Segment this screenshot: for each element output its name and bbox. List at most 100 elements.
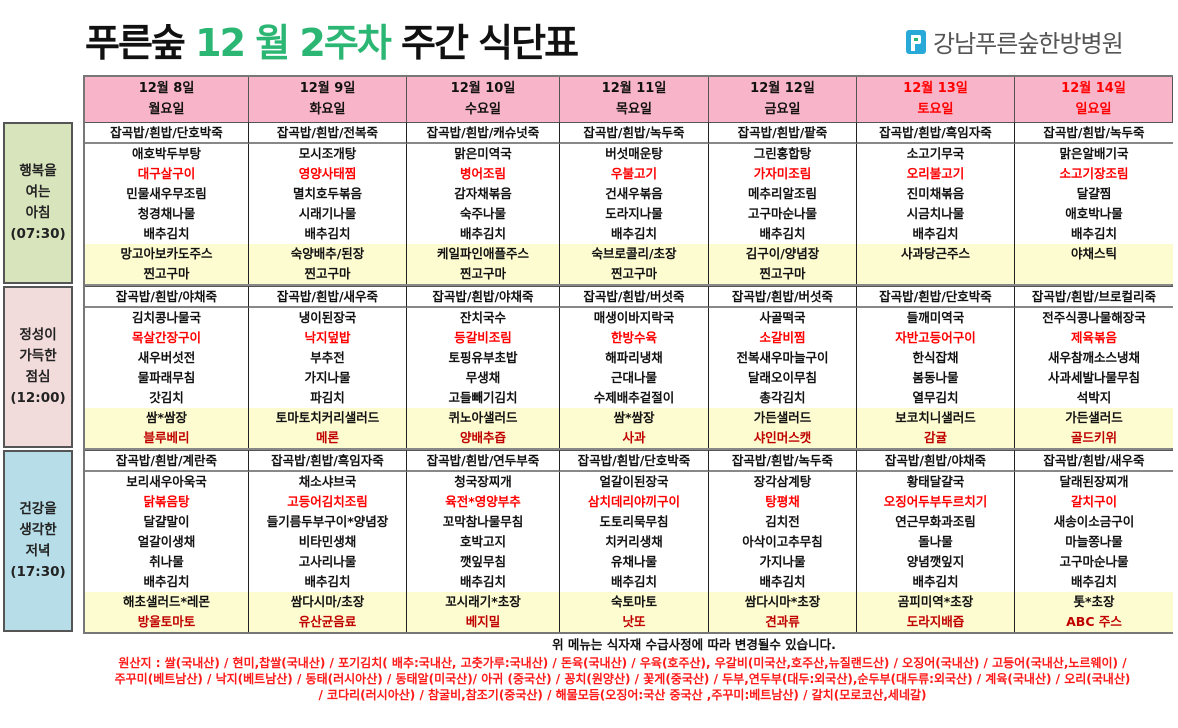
menu-item: 매생이바지락국 bbox=[593, 310, 675, 325]
main-dishes-cell: 냉이된장국 낙지덮밥 부추전 가지나물 파김치 bbox=[249, 308, 407, 408]
menu-item: 무생채 bbox=[465, 370, 501, 385]
snack-item: 케일파인애플주스 bbox=[436, 246, 529, 261]
day-weekday: 월요일 bbox=[148, 102, 185, 117]
origin-line: 주꾸미(베트남산) / 낙지(베트남산) / 동태(러시아산) / 동태알(미국… bbox=[114, 672, 1131, 686]
porridge-cell: 잡곡밥/흰밥/버섯죽 bbox=[560, 286, 709, 308]
snack-item: 사과 bbox=[622, 430, 646, 445]
meal-label: 정성이 가득한 점심 (12:00) bbox=[3, 286, 73, 448]
day-weekday: 토요일 bbox=[917, 102, 954, 117]
snack-row: 망고아보카도주스 찐고구마 숙양배추/된장 찐고구마 케일파인애플주스 찐고구마 숙브로콜리… bbox=[85, 244, 1173, 286]
menu-item: 새우버섯전 bbox=[137, 350, 196, 365]
meal-label-line: (07:30) bbox=[10, 226, 66, 242]
main-dishes-cell: 보리새우아욱국 닭볶음탕 달걀말이 얼갈이생채 취나물 배추김치 bbox=[85, 472, 249, 592]
menu-item: 꼬막참나물무침 bbox=[442, 514, 524, 529]
menu-item: 장각삼계탕 bbox=[753, 474, 812, 489]
snack-cell: 숙양배추/된장 찐고구마 bbox=[249, 244, 407, 284]
snack-item: 쌈*쌈장 bbox=[145, 410, 188, 425]
menu-item: 애호박두부탕 bbox=[131, 146, 201, 161]
main-dishes-cell: 장각삼계탕 탕평채 김치전 아삭이고추무침 가지나물 배추김치 bbox=[709, 472, 857, 592]
day-date: 12월 10일 bbox=[450, 81, 516, 96]
menu-item: 취나물 bbox=[149, 554, 184, 569]
day-weekday: 금요일 bbox=[764, 102, 801, 117]
porridge-cell: 잡곡밥/흰밥/단호박죽 bbox=[560, 450, 709, 472]
meal-label: 건강을 생각한 저녁 (17:30) bbox=[3, 450, 73, 632]
day-date: 12월 13일 bbox=[903, 81, 968, 96]
snack-item: 찐고구마 bbox=[459, 266, 506, 281]
menu-item: 고구마순나물 bbox=[747, 206, 817, 221]
menu-item: 김치콩나물국 bbox=[131, 310, 201, 325]
menu-item: 소고기장조림 bbox=[1059, 166, 1129, 181]
menu-item: 비타민생채 bbox=[298, 534, 357, 549]
main-dishes-cell: 애호박두부탕 대구살구이 민물새우무조림 청경채나물 배추김치 bbox=[85, 144, 249, 244]
porridge-cell: 잡곡밥/흰밥/새우죽 bbox=[249, 286, 407, 308]
meal-label-text: 정성이 가득한 점심 (12:00) bbox=[10, 325, 65, 409]
menu-item: 닭볶음탕 bbox=[143, 494, 190, 509]
meal-label-line: 아침 bbox=[25, 205, 51, 221]
snack-item: 견과류 bbox=[765, 614, 800, 629]
logo-text: 강남푸른숲한방병원 bbox=[933, 30, 1124, 58]
main-dishes-cell: 김치콩나물국 목살간장구이 새우버섯전 물파래무침 갓김치 bbox=[85, 308, 249, 408]
snack-cell: 보코치니샐러드 감귤 bbox=[857, 408, 1015, 448]
day-header: 12월 14일 일요일 bbox=[1015, 77, 1173, 122]
menu-item: 배추김치 bbox=[304, 226, 351, 241]
menu-item: 배추김치 bbox=[143, 574, 190, 589]
snack-item: 베지밀 bbox=[465, 614, 501, 629]
menu-item: 호박고지 bbox=[459, 534, 506, 549]
day-weekday: 목요일 bbox=[616, 102, 652, 117]
main-dishes-cell: 황태달걀국 오징어두부두르치기 연근무화과조림 돌나물 양념깻잎지 배추김치 bbox=[857, 472, 1015, 592]
snack-item: 곰피미역*초장 bbox=[897, 594, 974, 609]
snack-cell: 곰피미역*초장 도라지배즙 bbox=[857, 592, 1015, 632]
menu-item: 소갈비찜 bbox=[759, 330, 806, 345]
menu-item: 소고기무국 bbox=[906, 146, 965, 161]
menu-item: 배추김치 bbox=[759, 574, 806, 589]
menu-item: 제육볶음 bbox=[1070, 330, 1117, 345]
snack-item: 쌈다시마/초장 bbox=[290, 594, 365, 609]
menu-item: 시금치나물 bbox=[906, 206, 965, 221]
snack-cell: 퀴노아샐러드 양배추즙 bbox=[407, 408, 560, 448]
menu-item: 새우참깨소스냉채 bbox=[1047, 350, 1140, 365]
menu-item: 가자미조림 bbox=[753, 166, 812, 181]
menu-item: 모시조개탕 bbox=[298, 146, 357, 161]
snack-item: 감귤 bbox=[923, 430, 947, 445]
menu-item: 맑은미역국 bbox=[454, 146, 512, 161]
porridge-cell: 잡곡밥/흰밥/연두부죽 bbox=[407, 450, 560, 472]
menu-item: 얼갈이된장국 bbox=[599, 474, 669, 489]
menu-item: 영양사태찜 bbox=[298, 166, 357, 181]
snack-row: 쌈*쌈장 블루베리 토마토치커리샐러드 메론 퀴노아샐러드 양배추즙 쌈*쌈장 사과 가든샐러드… bbox=[85, 408, 1173, 450]
menu-item: 채소샤브국 bbox=[298, 474, 357, 489]
snack-cell: 가든샐러드 골드키위 bbox=[1015, 408, 1173, 448]
day-date: 12월 8일 bbox=[138, 81, 195, 96]
snack-cell: 가든샐러드 샤인머스캣 bbox=[709, 408, 857, 448]
porridge-cell: 잡곡밥/흰밥/단호박죽 bbox=[85, 122, 249, 144]
menu-item: 배추김치 bbox=[610, 226, 657, 241]
day-date: 12월 14일 bbox=[1061, 81, 1126, 96]
porridge-row: 잡곡밥/흰밥/계란죽 잡곡밥/흰밥/흑임자죽 잡곡밥/흰밥/연두부죽 잡곡밥/흰밥/단… bbox=[85, 450, 1173, 472]
snack-item: 찐고구마 bbox=[610, 266, 657, 281]
menu-item: 메추리알조림 bbox=[747, 186, 817, 201]
snack-item: 방울토마토 bbox=[137, 614, 196, 629]
snack-item: 낫또 bbox=[622, 614, 646, 629]
page-title: 푸른숲 12 월 2주차 주간 식단표 bbox=[85, 12, 579, 67]
menu-item: 수제배추겉절이 bbox=[593, 390, 675, 405]
meal-label-line: (12:00) bbox=[10, 390, 66, 406]
title-suffix: 주간 식단표 bbox=[389, 21, 579, 65]
menu-item: 건새우볶음 bbox=[605, 186, 663, 201]
porridge-cell: 잡곡밥/흰밥/녹두죽 bbox=[709, 450, 857, 472]
menu-item: 들깨미역국 bbox=[906, 310, 965, 325]
menu-item: 치커리생채 bbox=[605, 534, 663, 549]
main-dishes-row: 김치콩나물국 목살간장구이 새우버섯전 물파래무침 갓김치 냉이된장국 낙지덮밥 부추전 가지나… bbox=[85, 308, 1173, 408]
menu-item: 냉이된장국 bbox=[298, 310, 357, 325]
menu-item: 해파리냉채 bbox=[605, 350, 663, 365]
porridge-cell: 잡곡밥/흰밥/계란죽 bbox=[85, 450, 249, 472]
porridge-cell: 잡곡밥/흰밥/단호박죽 bbox=[857, 286, 1015, 308]
menu-item: 한식잡채 bbox=[912, 350, 959, 365]
date-header-row: 12월 8일 월요일 12월 9일 화요일 12월 10일 수요일 12월 11일 목요일 12… bbox=[85, 77, 1173, 122]
porridge-cell: 잡곡밥/흰밥/팥죽 bbox=[709, 122, 857, 144]
menu-item: 황태달걀국 bbox=[906, 474, 965, 489]
snack-cell: 쌈*쌈장 사과 bbox=[560, 408, 709, 448]
main-dishes-cell: 청국장찌개 육전*영양부추 꼬막참나물무침 호박고지 깻잎무침 배추김치 bbox=[407, 472, 560, 592]
day-date: 12월 9일 bbox=[299, 81, 356, 96]
snack-item: 샤인머스캣 bbox=[753, 430, 812, 445]
meal-label-line: 점심 bbox=[25, 369, 51, 385]
main-dishes-cell: 맑은알배기국 소고기장조림 달걀찜 애호박나물 배추김치 bbox=[1015, 144, 1173, 244]
